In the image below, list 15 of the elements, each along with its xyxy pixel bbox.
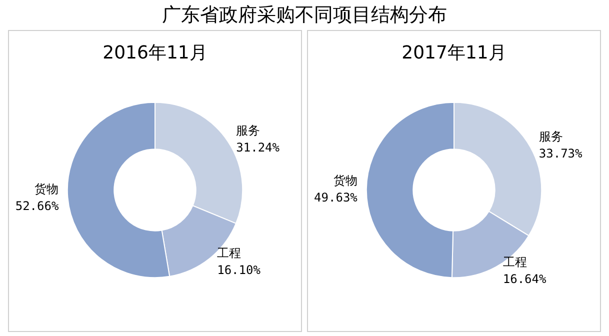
data-label: 31.24% [236,140,280,155]
chart-subtitle: 2016年11月 [102,42,208,64]
chart-title: 广东省政府采购不同项目结构分布 [161,3,448,28]
chart-subtitle: 2017年11月 [402,42,506,64]
data-label: 16.64% [502,272,547,286]
data-label: 52.66% [15,199,60,214]
slice-label: 货物 [34,182,59,196]
slice-label: 服务 [236,124,260,138]
data-label: 16.10% [217,263,262,278]
slice-label: 服务 [538,130,563,144]
slice-label: 货物 [333,173,358,188]
data-label: 33.73% [538,146,584,161]
slice-label: 工程 [217,246,242,260]
slice-label: 工程 [502,254,527,269]
data-label: 49.63% [314,190,358,204]
